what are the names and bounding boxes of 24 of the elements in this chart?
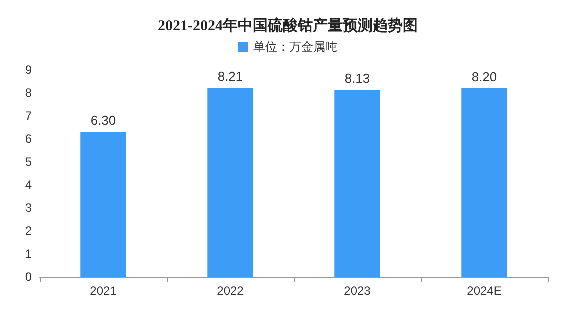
text: 8.13 <box>344 71 370 86</box>
x-tick-label: 2022 <box>217 284 244 298</box>
y-tick-label: 6 <box>25 132 32 146</box>
x-tick-label: 2024E <box>467 284 502 298</box>
y-tick-label: 0 <box>25 270 32 284</box>
y-tick-label: 3 <box>25 201 32 215</box>
text: 6.30 <box>90 113 116 128</box>
y-tick-label: 8 <box>25 86 32 100</box>
bar <box>462 88 508 277</box>
x-tick-label: 2021 <box>90 284 118 298</box>
y-tick-label: 2 <box>25 224 32 238</box>
legend-label: 单位：万金属吨 <box>254 40 338 54</box>
y-tick-label: 4 <box>25 178 32 192</box>
text: 8.21 <box>218 69 244 84</box>
text: 8.20 <box>472 69 498 84</box>
y-tick-label: 7 <box>25 109 32 123</box>
bar <box>208 88 254 277</box>
y-tick-label: 9 <box>25 63 32 77</box>
bar <box>334 90 380 277</box>
bar <box>80 132 126 277</box>
y-tick-label: 5 <box>25 155 32 169</box>
chart-title: 2021-2024年中国硫酸钴产量预测趋势图 <box>158 16 418 34</box>
x-tick-label: 2023 <box>344 284 372 298</box>
y-tick-label: 1 <box>25 247 32 261</box>
